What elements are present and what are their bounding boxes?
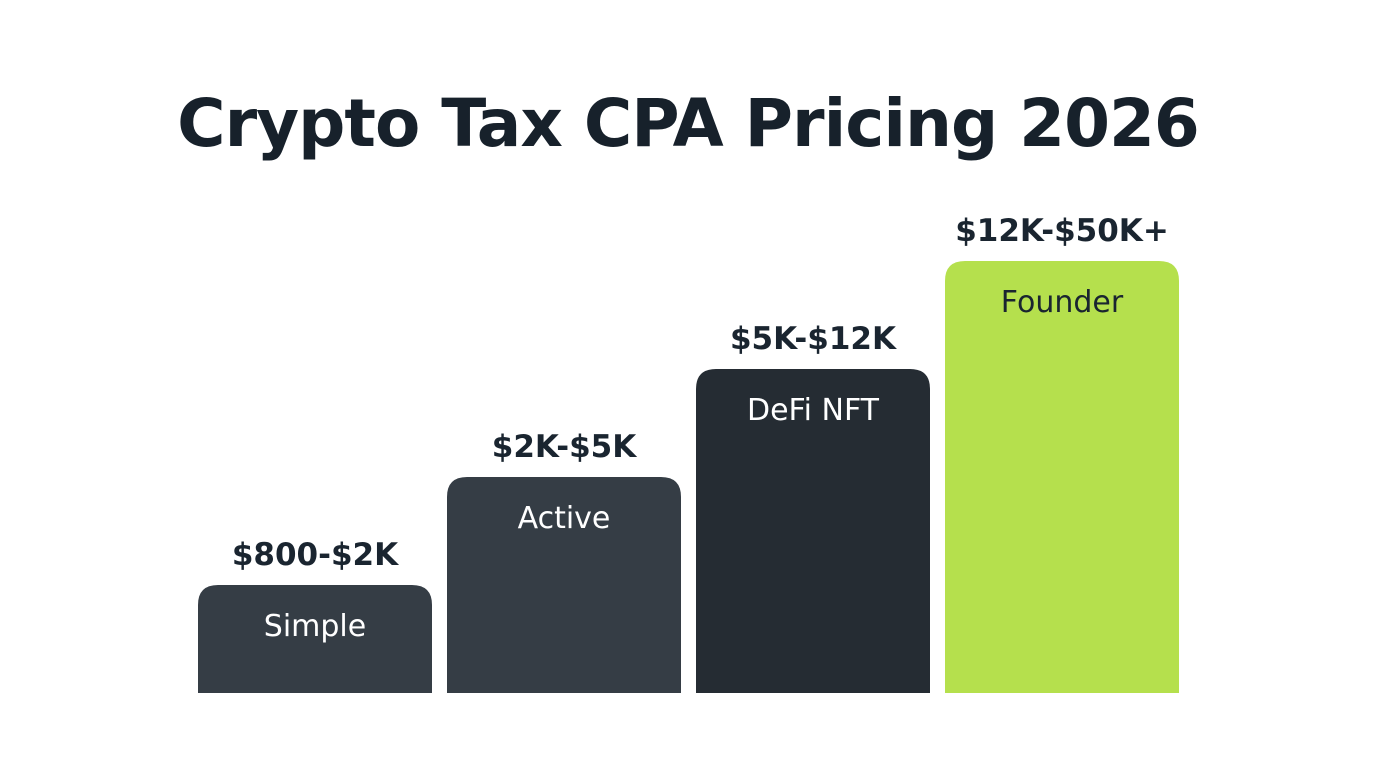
category-label: DeFi NFT — [747, 393, 880, 428]
chart-title: Crypto Tax CPA Pricing 2026 — [177, 85, 1200, 162]
value-label: $12K-$50K+ — [955, 213, 1169, 249]
category-label: Simple — [264, 609, 366, 644]
bar-defi-nft — [696, 369, 930, 693]
category-label: Founder — [1001, 285, 1124, 320]
category-label: Active — [518, 501, 611, 536]
bar-simple — [198, 585, 432, 693]
value-label: $2K-$5K — [492, 429, 637, 465]
bar-founder — [945, 261, 1179, 693]
value-label: $5K-$12K — [730, 321, 897, 357]
bar-active — [447, 477, 681, 693]
value-label: $800-$2K — [232, 537, 399, 573]
